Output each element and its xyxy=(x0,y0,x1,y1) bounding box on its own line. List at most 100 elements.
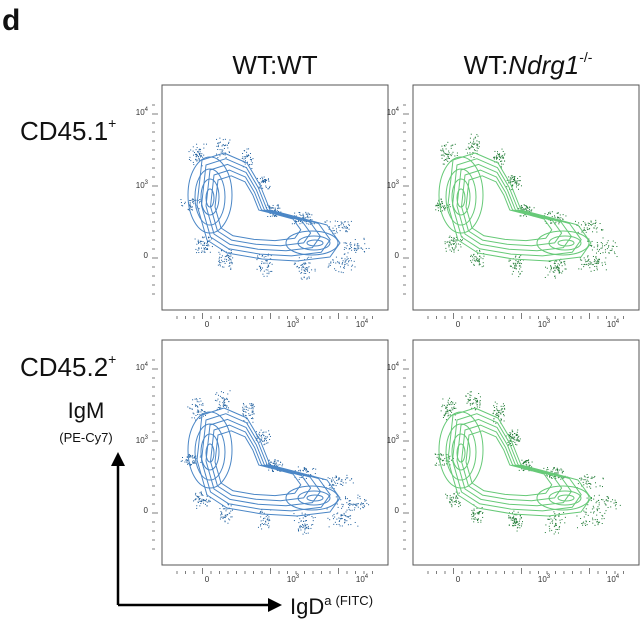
event-dot xyxy=(222,144,224,146)
event-dot xyxy=(496,412,498,414)
event-dot xyxy=(520,205,522,207)
event-dot xyxy=(354,266,356,268)
event-dot xyxy=(513,520,515,522)
event-dot xyxy=(197,410,199,412)
event-dot xyxy=(561,272,563,274)
event-dot xyxy=(223,400,225,402)
event-dot xyxy=(523,463,525,465)
event-dot xyxy=(518,183,520,185)
event-dot xyxy=(345,477,347,479)
event-dot xyxy=(193,154,195,156)
event-dot xyxy=(554,277,556,279)
event-dot xyxy=(198,411,200,413)
event-dot xyxy=(473,143,475,145)
event-dot xyxy=(338,523,340,525)
event-dot xyxy=(602,515,604,517)
tick-exp: 4 xyxy=(145,362,149,368)
row-label: CD45.2+ xyxy=(20,351,116,382)
event-dot xyxy=(472,147,474,149)
event-dot xyxy=(471,407,473,409)
event-dot xyxy=(453,493,455,495)
event-dot xyxy=(565,268,567,270)
event-dot xyxy=(558,516,560,518)
event-dot xyxy=(198,499,200,501)
event-dot xyxy=(558,528,560,530)
tick-exp: 4 xyxy=(396,107,400,113)
event-dot xyxy=(440,410,442,412)
event-dot xyxy=(588,224,590,226)
event-dot xyxy=(348,223,350,225)
event-dot xyxy=(199,153,201,155)
tick-base: 10 xyxy=(607,320,616,329)
event-dot xyxy=(448,152,450,154)
event-dot xyxy=(454,239,456,241)
event-dot xyxy=(453,249,455,251)
event-dot xyxy=(224,398,226,400)
event-dot xyxy=(346,498,348,500)
event-dot xyxy=(449,240,451,242)
event-dot xyxy=(442,163,444,165)
event-dot xyxy=(502,405,504,407)
tick-label: 103 xyxy=(287,319,300,329)
event-dot xyxy=(195,419,197,421)
event-dot xyxy=(199,156,201,158)
event-dot xyxy=(193,152,195,154)
event-dot xyxy=(586,263,588,265)
event-dot xyxy=(302,216,304,218)
event-dot xyxy=(498,162,500,164)
event-dot xyxy=(475,256,477,258)
event-dot xyxy=(521,208,523,210)
event-dot xyxy=(335,485,337,487)
event-dot xyxy=(342,482,344,484)
event-dot xyxy=(204,503,206,505)
event-dot xyxy=(549,211,551,213)
event-dot xyxy=(304,523,306,525)
event-dot xyxy=(548,525,550,527)
event-dot xyxy=(583,227,585,229)
event-dot xyxy=(586,486,588,488)
event-dot xyxy=(564,516,566,518)
event-dot xyxy=(327,517,329,519)
event-dot xyxy=(517,521,519,523)
event-dot xyxy=(354,243,356,245)
event-dot xyxy=(273,460,275,462)
event-dot xyxy=(449,410,451,412)
event-dot xyxy=(599,485,601,487)
event-dot xyxy=(340,518,342,520)
event-dot xyxy=(186,456,188,458)
event-dot xyxy=(469,396,471,398)
event-dot xyxy=(306,257,308,259)
event-dot xyxy=(518,435,520,437)
event-dot xyxy=(245,405,247,407)
event-dot xyxy=(551,211,553,213)
event-dot xyxy=(473,521,475,523)
event-dot xyxy=(514,182,516,184)
event-dot xyxy=(265,260,267,262)
event-dot xyxy=(447,156,449,158)
event-dot xyxy=(268,525,270,527)
event-dot xyxy=(277,205,279,207)
event-dot xyxy=(435,204,437,206)
event-dot xyxy=(196,160,198,162)
event-dot xyxy=(613,251,615,253)
event-dot xyxy=(468,148,470,150)
event-dot xyxy=(455,245,457,247)
event-dot xyxy=(261,255,263,257)
event-dot xyxy=(306,471,308,473)
event-dot xyxy=(579,259,581,261)
event-dot xyxy=(223,261,225,263)
event-dot xyxy=(596,514,598,516)
event-dot xyxy=(435,209,437,211)
event-dot xyxy=(199,199,201,201)
event-dot xyxy=(360,247,362,249)
event-dot xyxy=(467,393,469,395)
event-dot xyxy=(474,137,476,139)
event-dot xyxy=(555,476,557,478)
event-dot xyxy=(454,419,456,421)
event-dot xyxy=(513,176,515,178)
event-dot xyxy=(300,220,302,222)
event-dot xyxy=(443,415,445,417)
event-dot xyxy=(250,156,252,158)
event-dot xyxy=(596,519,598,521)
event-dot xyxy=(293,520,295,522)
